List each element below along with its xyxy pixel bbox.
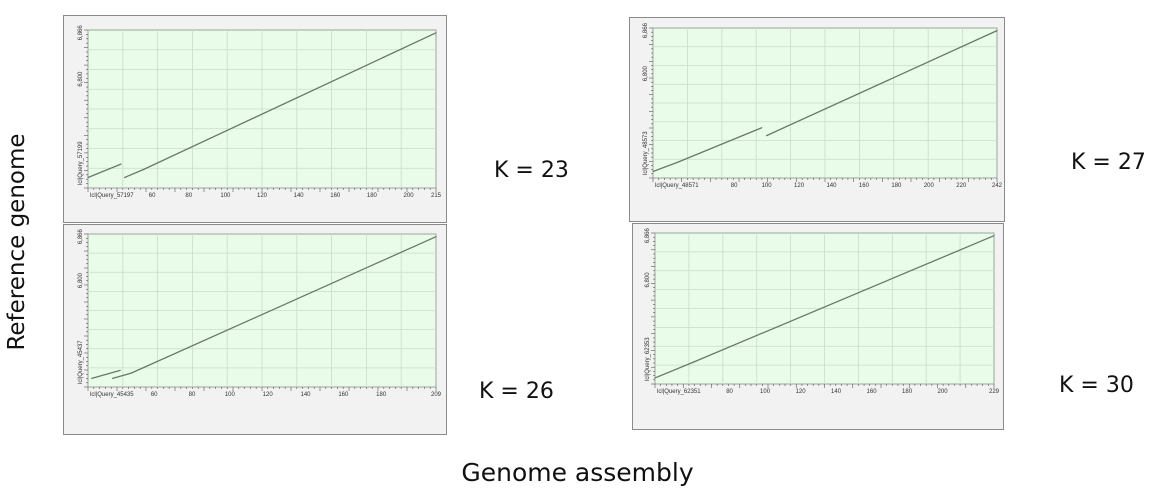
- x-tick-label: 160: [330, 193, 341, 199]
- x-tick-label: 160: [859, 183, 870, 189]
- x-tick-label: 140: [300, 392, 311, 398]
- y-start-label: lcl|Query_57199: [78, 141, 84, 185]
- x-tick-label: 242: [992, 183, 1003, 189]
- x-tick-label: 215: [431, 193, 442, 199]
- x-axis-label: Genome assembly: [461, 458, 694, 487]
- x-tick-label: 120: [794, 183, 805, 189]
- alignment-segment: [91, 369, 121, 380]
- x-tick-label: 120: [263, 392, 274, 398]
- k-label-26: K = 26: [479, 379, 554, 404]
- x-tick-label: 140: [826, 183, 837, 189]
- y-tick-label: 6,866: [78, 25, 84, 41]
- dotplot-k23: lcl|Query_57197 60 80 100 120 140 160 180 200 215…: [78, 25, 442, 199]
- alignment-segment: [676, 127, 763, 163]
- x-tick-label: 80: [185, 193, 192, 199]
- x-tick-label: 80: [189, 392, 196, 398]
- x-tick-label: 200: [404, 193, 415, 199]
- y-start-label: lcl|Query_48573: [643, 131, 649, 175]
- y-tick-label: 6,800: [78, 272, 84, 288]
- x-tick-label: 100: [220, 193, 231, 199]
- x-tick-label: 80: [731, 183, 738, 189]
- x-tick-label: 140: [294, 193, 305, 199]
- x-tick-label: 60: [149, 193, 156, 199]
- y-tick-label: 6,866: [643, 22, 649, 38]
- y-tick-label: 6,866: [645, 228, 651, 244]
- x-tick-label: 180: [891, 183, 902, 189]
- y-start-label: lcl|Query_45437: [78, 340, 84, 384]
- x-tick-label: 80: [726, 389, 733, 395]
- alignment-segment: [111, 372, 133, 380]
- x-tick-label: 180: [367, 193, 378, 199]
- x-tick-label: 220: [956, 183, 967, 189]
- y-axis-label: Reference genome: [4, 133, 30, 351]
- x-start-label: lcl|Query_57197: [90, 193, 134, 199]
- k-label-27: K = 27: [1071, 150, 1146, 175]
- x-tick-label: 100: [225, 392, 236, 398]
- x-tick-label: 180: [376, 392, 387, 398]
- alignment-segment: [130, 236, 437, 374]
- x-tick-label: 200: [938, 389, 949, 395]
- x-tick-label: 100: [760, 389, 771, 395]
- alignment-segment: [87, 163, 122, 179]
- y-start-label: lcl|Query_62353: [645, 337, 651, 381]
- dotplot-k30: lcl|Query_62351 80 100 120 140 160 180 200 229 lc…: [645, 228, 1000, 395]
- alignment-segment: [652, 161, 678, 173]
- x-tick-label: 160: [338, 392, 349, 398]
- x-start-label: lcl|Query_45435: [90, 392, 134, 398]
- alignment-segment: [123, 169, 144, 179]
- k-label-23: K = 23: [494, 158, 569, 183]
- x-start-label: lcl|Query_48571: [655, 183, 699, 189]
- y-tick-label: 6,800: [645, 272, 651, 288]
- x-tick-label: 229: [989, 389, 1000, 395]
- alignment-segment: [765, 29, 998, 137]
- alignment-segment: [654, 361, 695, 379]
- x-tick-label: 120: [796, 389, 807, 395]
- dotplot-k27: lcl|Query_48571 80 100 120 140 160 180 200 220 24…: [643, 22, 1003, 189]
- x-tick-label: 140: [831, 389, 842, 395]
- x-tick-label: 120: [257, 193, 268, 199]
- alignment-segment: [142, 32, 437, 171]
- y-tick-label: 6,866: [78, 228, 84, 244]
- x-tick-label: 180: [902, 389, 913, 395]
- x-tick-label: 200: [924, 183, 935, 189]
- x-tick-label: 160: [867, 389, 878, 395]
- x-start-label: lcl|Query_62351: [657, 389, 701, 395]
- alignment-segment: [693, 235, 995, 363]
- x-tick-label: 209: [431, 392, 442, 398]
- y-tick-label: 6,800: [643, 65, 649, 81]
- x-tick-label: 100: [762, 183, 773, 189]
- y-tick-label: 6,800: [78, 71, 84, 87]
- dotplot-k26: lcl|Query_45435 60 80 100 120 140 160 180 209 lcl…: [78, 228, 442, 398]
- k-label-30: K = 30: [1059, 373, 1134, 398]
- x-tick-label: 60: [151, 392, 158, 398]
